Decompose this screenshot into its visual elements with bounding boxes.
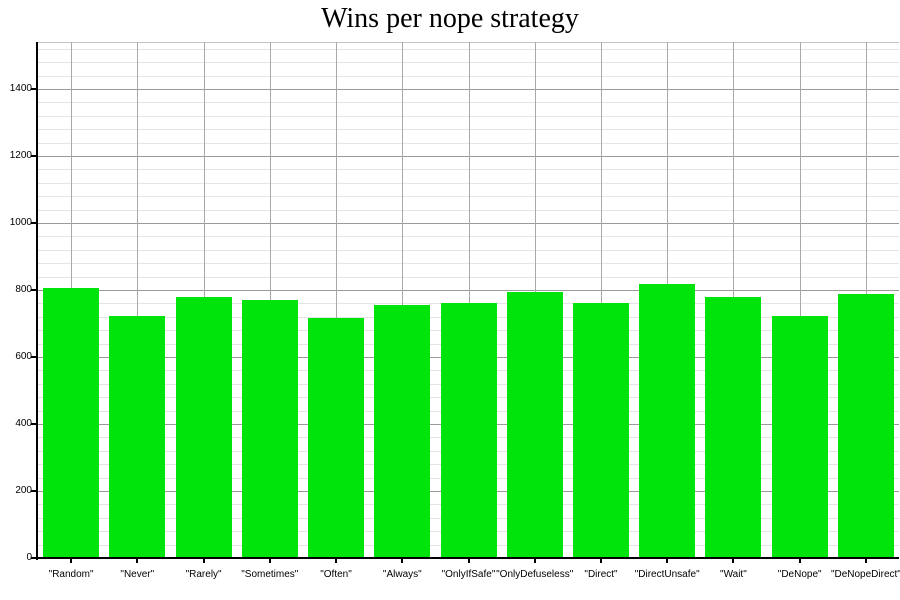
bar [837,293,894,558]
bar [43,287,100,558]
x-tick-mark [798,558,801,563]
y-tick-mark [31,154,37,157]
y-tick-mark [31,288,37,291]
chart-title: Wins per nope strategy [321,3,579,34]
vertical-gridline [137,42,139,558]
vertical-gridline [402,42,404,558]
vertical-gridline [468,42,470,558]
x-tick-label: "Wait" [720,569,747,580]
x-tick-label: "Random" [48,569,94,580]
x-tick-mark [864,558,867,563]
bar [771,315,828,558]
x-tick-mark [401,558,404,563]
bar [308,318,364,558]
x-tick-mark [732,558,735,563]
x-tick-mark [533,558,536,563]
x-tick-mark [600,558,602,563]
y-axis-line [36,42,38,560]
x-tick-label: "Direct" [584,569,618,580]
y-tick-label: 800 [15,283,32,295]
y-tick-mark [31,221,37,224]
x-tick-mark [202,558,205,563]
x-tick-label: "Rarely" [185,569,222,580]
x-tick-mark [666,558,669,563]
x-tick-label: "Sometimes" [241,569,299,580]
vertical-gridline [336,42,337,558]
bar [374,305,431,558]
x-tick-mark [70,558,73,563]
y-tick-mark [31,87,37,90]
y-tick-mark [31,423,37,425]
y-tick-label: 200 [15,485,32,496]
x-tick-label: "Always" [382,569,422,580]
x-tick-mark [335,558,337,563]
x-tick-label: "OnlyIfSafe" [441,569,496,580]
x-tick-mark [268,558,271,563]
bar [109,316,166,558]
bar [705,296,762,558]
x-tick-label: "DirectUnsafe" [634,569,700,580]
y-tick-mark [31,557,37,559]
x-tick-label: "DeNope" [777,569,822,580]
x-tick-label: "Never" [120,569,155,580]
x-tick-label: "OnlyDefuseless" [496,569,574,580]
bar [506,291,563,558]
y-tick-label: 1400 [9,82,32,94]
y-tick-mark [31,356,37,358]
x-tick-mark [467,558,470,563]
y-tick-label: 1000 [9,216,32,228]
vertical-gridline [601,42,602,558]
y-tick-label: 1200 [9,149,32,161]
x-tick-label: "DeNopeDirect" [830,569,900,580]
x-axis-line [36,557,899,559]
x-tick-label: "Often" [320,569,352,580]
x-tick-mark [136,558,139,563]
y-tick-label: 600 [15,351,32,362]
bar [573,303,629,558]
bar [175,296,232,558]
bar [241,300,298,558]
vertical-gridline [799,42,801,558]
y-tick-mark [31,490,37,492]
bar [639,283,696,558]
bar [440,302,497,558]
y-tick-label: 400 [15,418,32,429]
y-tick-label: 0 [26,552,32,563]
